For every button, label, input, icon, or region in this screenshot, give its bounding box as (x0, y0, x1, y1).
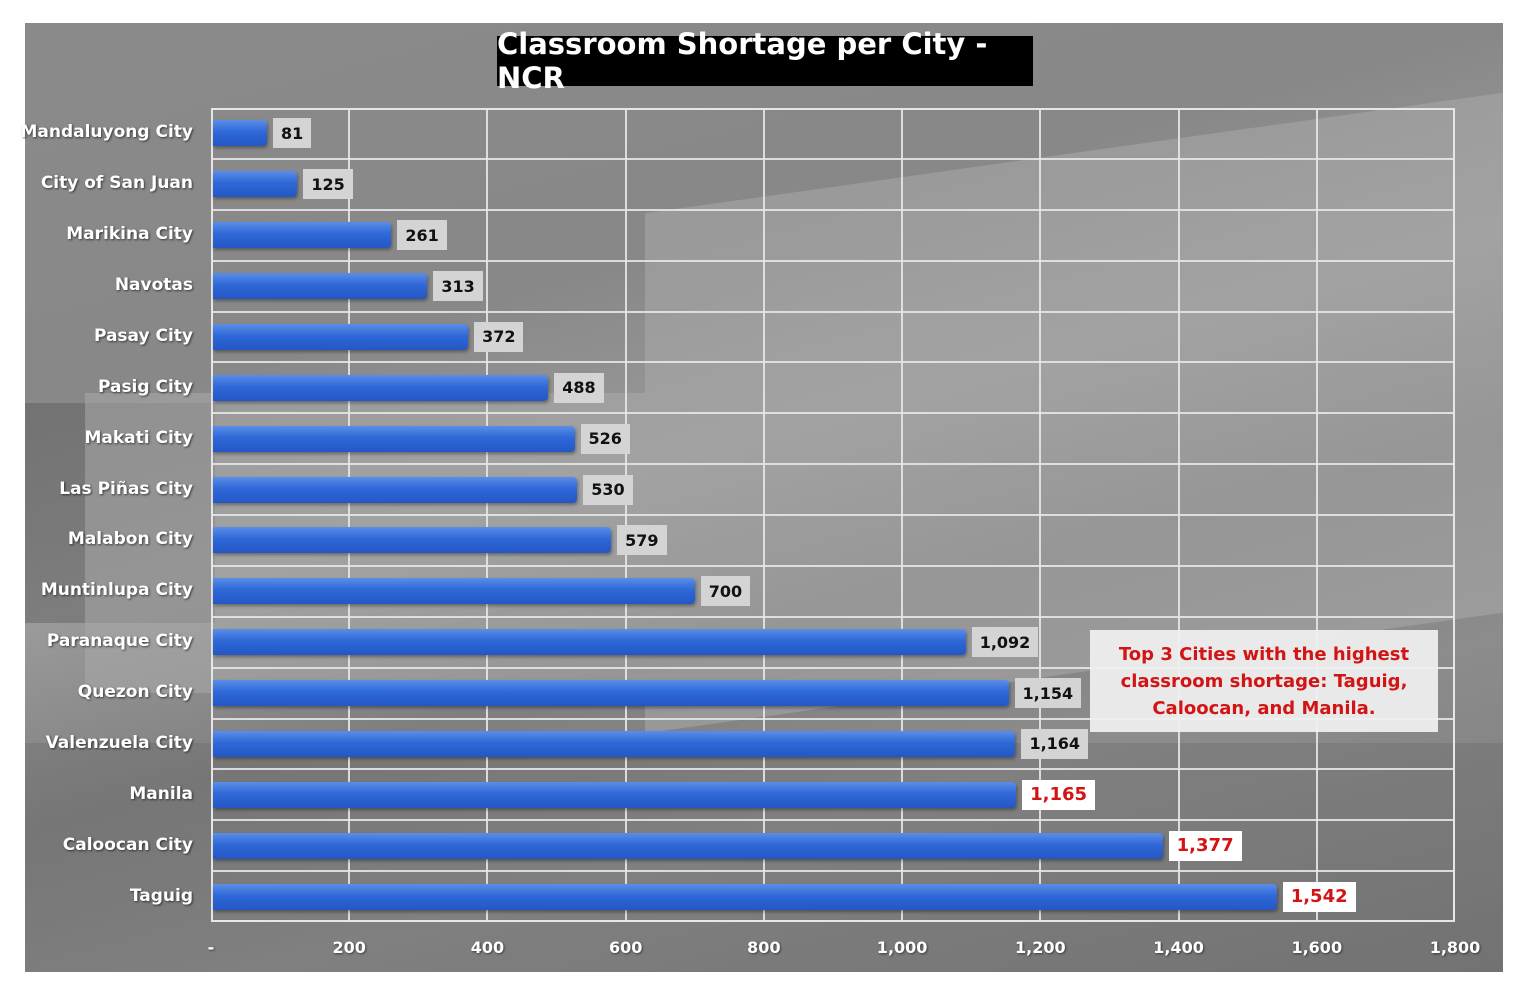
x-tick-label: 1,000 (876, 938, 928, 957)
value-label-highlighted: 1,542 (1282, 881, 1356, 912)
category-label: Pasig City (97, 376, 193, 397)
bar (213, 222, 392, 249)
horizontal-gridline (211, 819, 1455, 822)
value-label: 526 (580, 423, 630, 454)
horizontal-gridline (211, 310, 1455, 313)
value-label: 1,092 (971, 627, 1039, 658)
bar (213, 883, 1277, 910)
bar (213, 527, 612, 554)
category-label: Manila (129, 783, 193, 804)
horizontal-gridline (211, 157, 1455, 160)
horizontal-gridline (211, 564, 1455, 567)
category-label: Caloocan City (62, 834, 193, 855)
value-label: 125 (303, 169, 353, 200)
bar (213, 273, 428, 300)
value-label: 579 (617, 525, 667, 556)
bar (213, 425, 575, 452)
value-label: 81 (272, 118, 312, 149)
x-tick-label: 600 (608, 938, 643, 957)
horizontal-gridline (211, 615, 1455, 618)
value-label: 530 (583, 474, 633, 505)
category-label: Muntinlupa City (40, 580, 193, 601)
value-label-highlighted: 1,377 (1168, 830, 1242, 861)
category-label: Mandaluyong City (20, 122, 193, 143)
value-label: 261 (397, 220, 447, 251)
bar (213, 578, 695, 605)
value-label: 1,164 (1021, 728, 1089, 759)
value-label-highlighted: 1,165 (1022, 779, 1096, 810)
x-tick-label: 200 (332, 938, 366, 957)
x-tick-label: 800 (747, 938, 781, 957)
category-label: Paranaque City (46, 631, 193, 652)
value-label: 488 (554, 372, 604, 403)
plot-area (211, 108, 1455, 922)
value-label: 700 (700, 576, 751, 607)
horizontal-gridline (211, 361, 1455, 364)
x-tick-label: 400 (470, 938, 505, 957)
horizontal-gridline (211, 259, 1455, 262)
bar (213, 832, 1163, 859)
bar (213, 323, 469, 350)
horizontal-gridline (211, 666, 1455, 669)
horizontal-gridline (211, 870, 1455, 873)
x-tick-label: 1,800 (1429, 938, 1481, 957)
horizontal-gridline (211, 768, 1455, 771)
horizontal-gridline (211, 717, 1455, 720)
category-label: Las Piñas City (59, 478, 193, 499)
category-label: Makati City (84, 427, 193, 448)
category-label: Pasay City (93, 325, 193, 346)
category-label: Malabon City (67, 529, 193, 550)
x-tick-label: 1,400 (1153, 938, 1204, 957)
value-label: 313 (433, 271, 483, 302)
category-label: Quezon City (77, 682, 193, 703)
x-tick-label: 1,200 (1015, 938, 1066, 957)
bar (213, 629, 966, 656)
bar (213, 680, 1009, 707)
bar (213, 730, 1016, 757)
bar (213, 120, 267, 147)
chart-title: Classroom Shortage per City - NCR (497, 27, 1033, 95)
horizontal-gridline (211, 208, 1455, 211)
bar (213, 171, 298, 198)
category-label: Navotas (114, 275, 193, 296)
x-tick-label: - (207, 938, 215, 957)
horizontal-gridline (211, 412, 1455, 415)
annotation-box: Top 3 Cities with the highest classroom … (1090, 630, 1438, 732)
category-label: City of San Juan (40, 173, 193, 194)
category-label: Marikina City (66, 224, 193, 245)
value-label: 1,154 (1014, 678, 1082, 709)
horizontal-gridline (211, 514, 1455, 516)
category-label: Valenzuela City (45, 732, 193, 753)
x-tick-label: 1,600 (1291, 938, 1343, 957)
value-label: 372 (474, 321, 524, 352)
bar (213, 476, 578, 503)
bar (213, 374, 549, 401)
horizontal-gridline (211, 463, 1455, 466)
category-label: Taguig (129, 885, 193, 906)
bar (213, 781, 1017, 808)
